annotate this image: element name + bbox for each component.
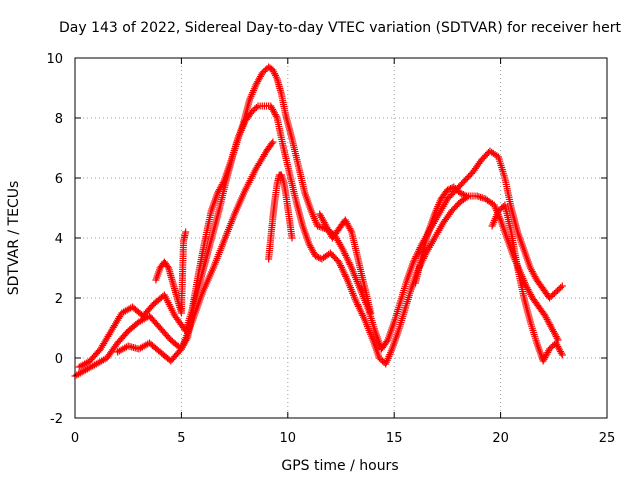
data-point xyxy=(558,282,566,290)
data-point xyxy=(251,105,259,113)
data-point xyxy=(269,138,277,146)
x-tick-label: 25 xyxy=(599,431,616,446)
data-point xyxy=(182,228,190,236)
data-point xyxy=(552,288,560,296)
y-tick-label: 0 xyxy=(55,352,63,367)
y-tick-label: 4 xyxy=(55,232,63,247)
data-point xyxy=(547,344,555,351)
y-tick-label: 10 xyxy=(46,52,63,67)
data-point xyxy=(549,291,557,299)
data-point xyxy=(557,284,565,291)
data-point xyxy=(249,107,257,114)
x-tick-label: 0 xyxy=(71,431,79,446)
data-point xyxy=(258,69,266,77)
data-point xyxy=(451,185,459,192)
y-tick-label: 8 xyxy=(55,112,63,127)
series-track-7 xyxy=(411,183,471,287)
data-point xyxy=(311,252,319,260)
data-point xyxy=(443,186,451,194)
data-point xyxy=(546,345,554,353)
data-point xyxy=(288,234,296,242)
data-point xyxy=(558,351,566,359)
data-point xyxy=(557,349,565,357)
data-point xyxy=(313,253,321,261)
x-tick-label: 20 xyxy=(492,431,509,446)
grid xyxy=(75,58,607,418)
data-point xyxy=(268,140,276,147)
data-point xyxy=(260,68,268,75)
series-track-1 xyxy=(71,102,562,380)
data-point xyxy=(546,294,554,302)
y-tick-label: 2 xyxy=(55,292,63,307)
data-point xyxy=(554,287,562,294)
data-point xyxy=(463,192,471,200)
data-point xyxy=(550,290,558,297)
y-tick-label: 6 xyxy=(55,172,63,187)
y-axis-label: SDTVAR / TECUs xyxy=(6,181,22,296)
ticks: 0 5 10 15 20 25 -2 0 2 4 6 8 10 xyxy=(46,52,615,446)
data-point xyxy=(375,354,383,362)
data-point xyxy=(448,184,456,192)
data-point xyxy=(456,189,464,197)
data-point xyxy=(164,263,172,270)
series-track-2 xyxy=(75,63,566,371)
data-point xyxy=(459,191,467,198)
data-point xyxy=(494,207,502,215)
data-point xyxy=(453,186,461,194)
x-tick-label: 10 xyxy=(280,431,297,446)
data-point xyxy=(553,334,561,342)
series-layer xyxy=(71,63,566,380)
x-tick-label: 15 xyxy=(386,431,403,446)
series-track-6 xyxy=(316,210,375,317)
data-point xyxy=(377,356,385,363)
data-point xyxy=(461,191,469,199)
series-track-3 xyxy=(114,138,277,365)
x-axis-label: GPS time / hours xyxy=(281,458,398,474)
data-point xyxy=(555,285,563,293)
data-point xyxy=(272,112,280,120)
series-track-8 xyxy=(488,201,566,365)
data-point xyxy=(445,185,453,193)
series-track-5 xyxy=(152,228,190,317)
x-tick-label: 5 xyxy=(177,431,185,446)
data-point xyxy=(498,204,506,212)
chart-title: Day 143 of 2022, Sidereal Day-to-day VTE… xyxy=(59,20,621,36)
data-point xyxy=(367,309,375,317)
data-point xyxy=(547,293,555,300)
data-point xyxy=(378,357,386,365)
data-point xyxy=(219,179,227,187)
data-point xyxy=(450,183,458,191)
data-point xyxy=(252,104,260,111)
series-track-4 xyxy=(265,171,296,263)
data-point xyxy=(347,226,355,234)
data-point xyxy=(458,190,466,198)
data-point xyxy=(261,66,269,74)
y-tick-label: -2 xyxy=(50,412,63,427)
